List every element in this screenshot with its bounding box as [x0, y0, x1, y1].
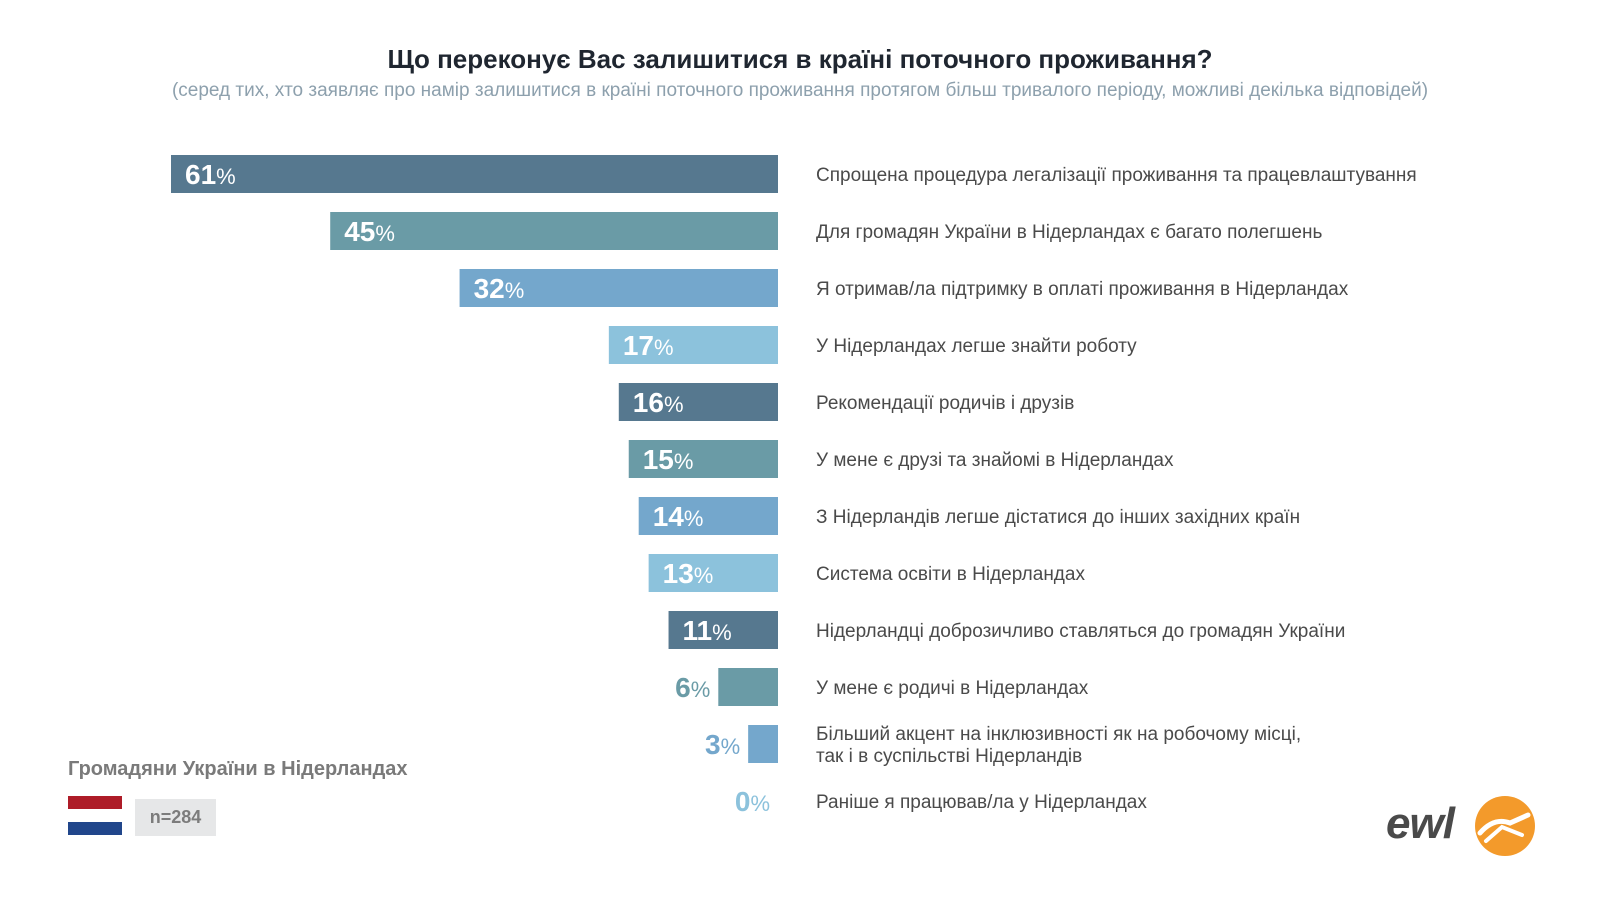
- bar: [459, 269, 778, 307]
- bar: [608, 326, 778, 364]
- value-label: 16%: [633, 387, 684, 418]
- category-label: Я отримав/ла підтримку в оплаті проживан…: [816, 279, 1349, 300]
- value-label: 0%: [735, 786, 770, 817]
- country-label: Громадяни України в Нідерландах: [68, 758, 408, 780]
- bar: [648, 554, 778, 592]
- category-label: У мене є родичі в Нідерландах: [816, 678, 1089, 699]
- category-label: У Нідерландах легше знайти роботу: [816, 336, 1137, 357]
- sample-size-badge: n=284: [135, 799, 216, 836]
- category-label: Нідерландці доброзичливо ставляться до г…: [816, 621, 1345, 642]
- category-label: З Нідерландів легше дістатися до інших з…: [816, 507, 1300, 528]
- handshake-logo-icon: [1475, 796, 1535, 856]
- bar: [748, 725, 778, 763]
- bar: [718, 668, 778, 706]
- value-label: 45%: [344, 216, 395, 247]
- category-label: Спрощена процедура легалізації проживанн…: [816, 165, 1417, 186]
- bar: [628, 440, 778, 478]
- bar: [618, 383, 778, 421]
- ewl-logo: ewl: [1386, 793, 1546, 863]
- value-label: 14%: [653, 501, 704, 532]
- chart-title: Що переконує Вас залишитися в країні пот…: [387, 44, 1213, 74]
- bar: [638, 497, 778, 535]
- category-label: Рекомендації родичів і друзів: [816, 393, 1074, 414]
- category-label: У мене є друзі та знайомі в Нідерландах: [816, 450, 1174, 471]
- chart-subtitle: (серед тих, хто заявляє про намір залиши…: [171, 80, 1429, 101]
- value-label: 11%: [683, 615, 732, 646]
- value-label: 13%: [663, 558, 714, 589]
- category-label: Система освіти в Нідерландах: [816, 564, 1085, 585]
- value-label: 32%: [474, 273, 525, 304]
- value-label: 17%: [623, 330, 674, 361]
- category-label: Для громадян України в Нідерландах є баг…: [816, 222, 1322, 243]
- value-label: 3%: [705, 729, 740, 760]
- logo-text: ewl: [1386, 799, 1455, 848]
- value-label: 15%: [643, 444, 694, 475]
- category-label: Більший акцент на інклюзивності як на ро…: [816, 724, 1301, 767]
- category-label: Раніше я працював/ла у Нідерландах: [816, 792, 1147, 813]
- bar: [171, 155, 778, 193]
- bar: [330, 212, 778, 250]
- value-label: 61%: [185, 159, 236, 190]
- value-label: 6%: [675, 672, 710, 703]
- bar: [668, 611, 778, 649]
- netherlands-flag-icon: [68, 796, 122, 835]
